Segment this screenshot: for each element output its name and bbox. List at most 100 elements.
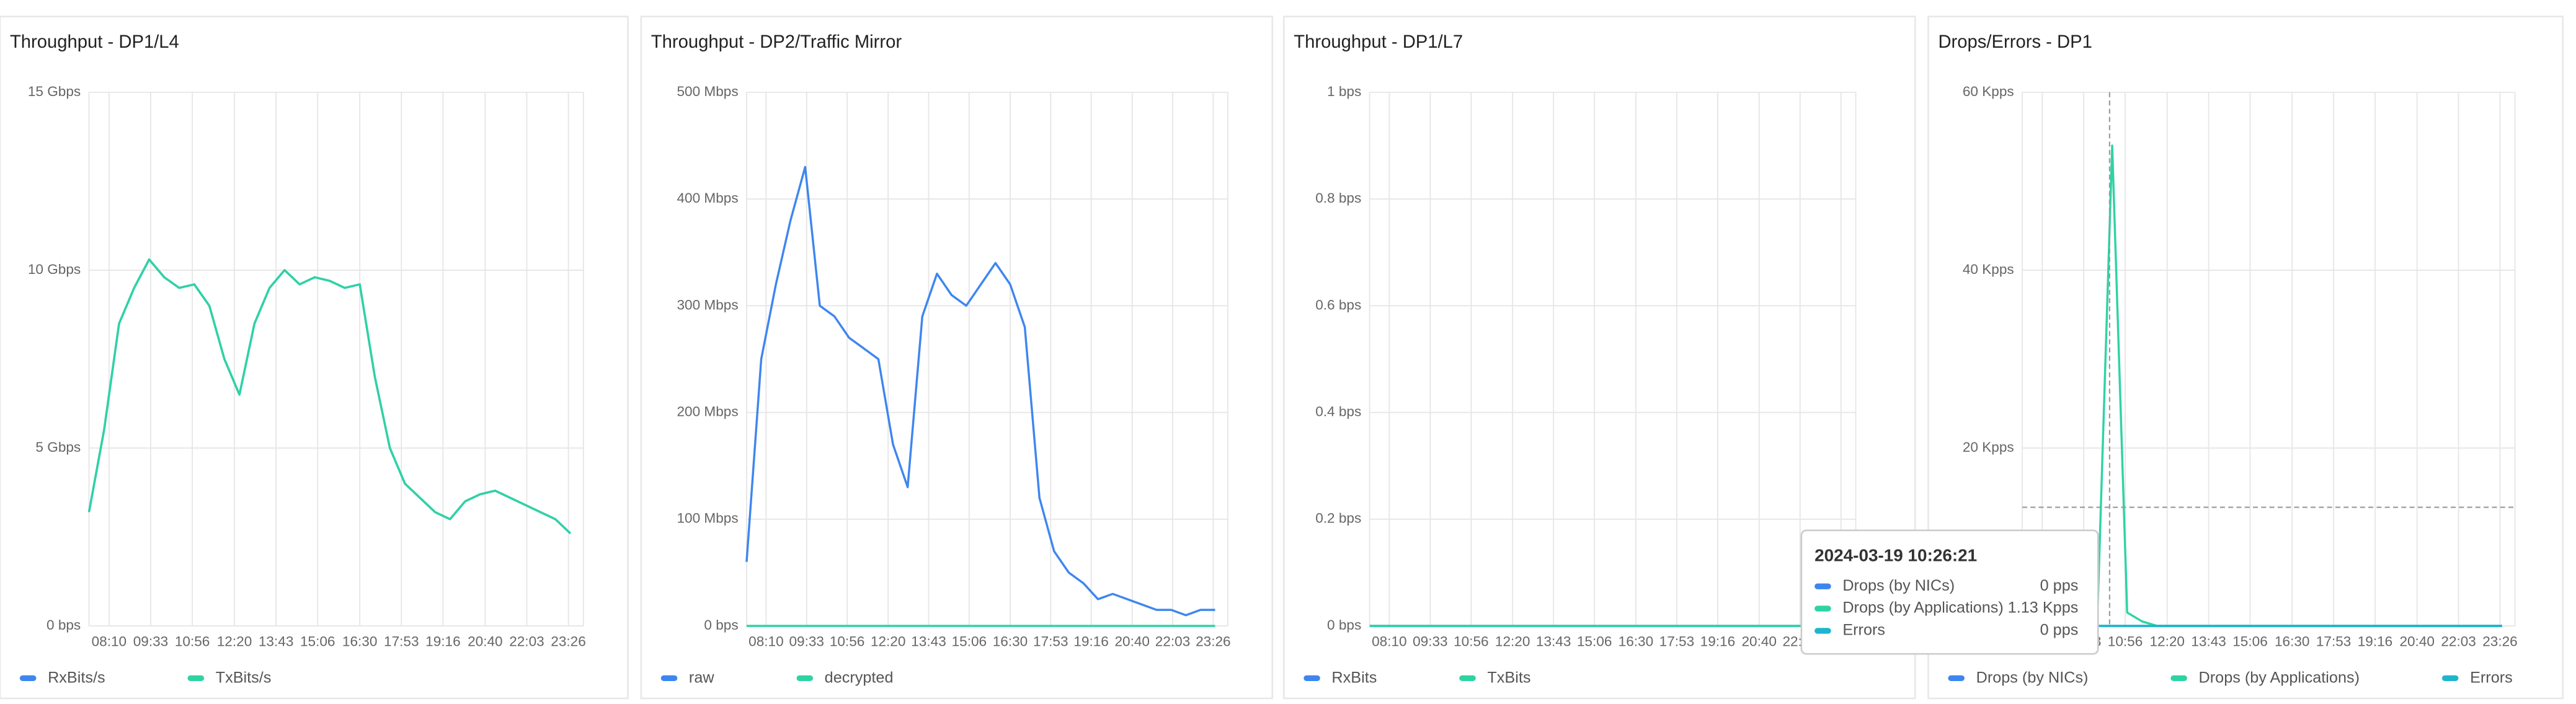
panel [640,15,1274,700]
y-tick-label: 15 Gbps [28,84,81,99]
x-tick-label: 22:03 [509,634,544,649]
tooltip: 2024-03-19 10:26:21 Drops (by NICs) 0 pps… [1800,529,2099,655]
legend-label: decrypted [825,669,894,687]
y-tick-label: 0 bps [704,617,738,633]
legend-swatch [19,675,37,682]
x-tick-label: 19:16 [1073,634,1109,649]
legend-label: Drops (by Applications) [2199,669,2360,687]
legend-label: raw [689,669,714,687]
tooltip-item-value: 0 pps [2040,577,2079,594]
x-tick-label: 20:40 [1741,634,1777,649]
x-tick-label: 13:43 [911,634,946,649]
x-tick-label: 16:30 [993,634,1028,649]
x-tick-label: 09:33 [133,634,169,649]
y-tick-label: 0.2 bps [1315,511,1361,526]
legend-label: TxBits [1487,669,1530,687]
x-tick-label: 23:26 [2482,634,2518,649]
x-tick-label: 19:16 [425,634,461,649]
x-tick-label: 17:53 [1033,634,1068,649]
legend-label: RxBits [1331,669,1377,687]
legend-swatch [1304,675,1320,682]
x-tick-label: 20:40 [468,634,503,649]
x-tick-label: 10:56 [2108,634,2143,649]
x-tick-label: 20:40 [2399,634,2435,649]
y-tick-label: 1 bps [1327,84,1361,99]
x-tick-label: 09:33 [1413,634,1448,649]
y-tick-label: 40 Kpps [1963,262,2014,277]
tooltip-swatch [1814,628,1831,634]
legend-swatch [660,675,678,682]
y-tick-label: 100 Mbps [677,511,738,526]
x-tick-label: 15:06 [1577,634,1612,649]
x-tick-label: 15:06 [300,634,335,649]
x-tick-label: 13:43 [259,634,294,649]
y-tick-label: 0.6 bps [1315,297,1361,312]
panel [0,15,629,700]
chart-title: Throughput - DP1/L4 [10,32,179,52]
y-tick-label: 0.8 bps [1315,190,1361,206]
y-tick-label: 200 Mbps [677,404,738,420]
x-tick-label: 16:30 [2275,634,2310,649]
y-tick-label: 500 Mbps [677,84,738,99]
x-tick-label: 12:20 [871,634,906,649]
legend-swatch [187,675,205,682]
chart-title: Throughput - DP2/Traffic Mirror [651,32,902,52]
series-line [745,165,1215,617]
x-tick-label: 09:33 [789,634,824,649]
x-tick-label: 10:56 [1454,634,1489,649]
x-tick-label: 16:30 [342,634,378,649]
tooltip-item-name: Drops (by NICs) [1842,577,1955,594]
x-tick-label: 17:53 [2316,634,2352,649]
tooltip-box [1800,529,2099,655]
tooltip-item-value: 1.13 Kpps [2008,599,2079,617]
y-tick-label: 300 Mbps [677,297,738,312]
legend-swatch [796,675,814,682]
x-tick-label: 13:43 [2191,634,2226,649]
tooltip-item-name: Errors [1842,622,1885,639]
x-tick-label: 10:56 [830,634,865,649]
x-tick-label: 12:20 [217,634,252,649]
legend-label: RxBits/s [48,669,105,687]
x-tick-label: 15:06 [2232,634,2268,649]
x-tick-label: 22:03 [1155,634,1191,649]
x-tick-label: 19:16 [2358,634,2393,649]
x-tick-label: 23:26 [551,634,586,649]
y-tick-label: 5 Gbps [35,439,81,455]
x-tick-label: 17:53 [384,634,419,649]
legend-label: Errors [2470,669,2513,687]
legend-swatch [2170,675,2187,682]
tooltip-item-name: Drops (by Applications) [1842,599,2003,617]
x-tick-label: 20:40 [1114,634,1150,649]
legend-swatch [2441,675,2459,682]
legend-swatch [1948,675,1965,682]
y-tick-label: 20 Kpps [1963,439,2014,455]
y-tick-label: 10 Gbps [28,262,81,277]
tooltip-title: 2024-03-19 10:26:21 [1814,546,1977,565]
legend-label: TxBits/s [216,669,272,687]
x-tick-label: 08:10 [92,634,127,649]
tooltip-swatch [1814,605,1831,612]
x-tick-label: 19:16 [1700,634,1736,649]
legend-label: Drops (by NICs) [1976,669,2089,687]
y-tick-label: 0.4 bps [1315,404,1361,420]
legend-swatch [1459,675,1476,682]
x-tick-label: 23:26 [1196,634,1231,649]
x-tick-label: 17:53 [1659,634,1695,649]
tooltip-item-value: 0 pps [2040,622,2079,639]
x-tick-label: 08:10 [748,634,784,649]
x-tick-label: 15:06 [952,634,987,649]
x-tick-label: 12:20 [1495,634,1530,649]
x-tick-label: 13:43 [1536,634,1571,649]
chart-title: Throughput - DP1/L7 [1294,32,1463,52]
series-line [87,258,571,534]
y-tick-label: 0 bps [47,617,81,633]
x-tick-label: 08:10 [1372,634,1407,649]
x-tick-label: 12:20 [2149,634,2185,649]
x-tick-label: 22:03 [2441,634,2476,649]
x-tick-label: 10:56 [175,634,210,649]
y-tick-label: 60 Kpps [1963,84,2014,99]
y-tick-label: 400 Mbps [677,190,738,206]
y-tick-label: 0 bps [1327,617,1361,633]
